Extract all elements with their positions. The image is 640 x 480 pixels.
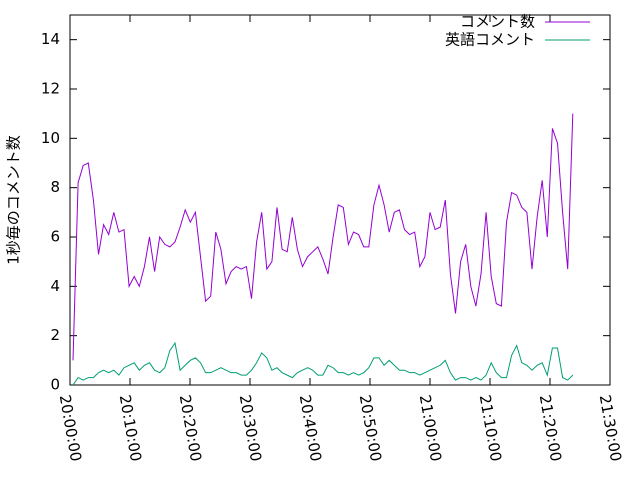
x-tick-label: 20:40:00 bbox=[296, 393, 325, 462]
y-tick-label: 6 bbox=[50, 228, 60, 246]
x-tick-label: 20:00:00 bbox=[56, 393, 85, 462]
x-tick-label: 20:50:00 bbox=[356, 393, 385, 462]
series-line bbox=[72, 341, 574, 386]
x-tick-label: 21:00:00 bbox=[416, 393, 445, 462]
x-tick-label: 21:30:00 bbox=[596, 393, 625, 462]
x-tick-label: 20:30:00 bbox=[236, 393, 265, 462]
y-tick-label: 12 bbox=[41, 80, 60, 98]
y-tick-label: 0 bbox=[50, 376, 60, 394]
y-tick-label: 8 bbox=[50, 178, 60, 196]
x-tick-label: 20:20:00 bbox=[176, 393, 205, 462]
plot-frame bbox=[69, 14, 611, 386]
legend-label: 英語コメント bbox=[445, 31, 535, 49]
x-tick-label: 20:10:00 bbox=[116, 393, 145, 462]
y-tick-label: 10 bbox=[41, 129, 60, 147]
y-tick-label: 4 bbox=[50, 277, 60, 295]
y-tick-label: 14 bbox=[41, 30, 60, 48]
y-tick-label: 2 bbox=[50, 326, 60, 344]
x-tick-label: 21:10:00 bbox=[476, 393, 505, 462]
series-line bbox=[72, 113, 574, 361]
x-tick-label: 21:20:00 bbox=[536, 393, 565, 462]
legend-label: コメント数 bbox=[460, 13, 535, 31]
y-axis-label: 1秒毎のコメント数 bbox=[5, 135, 23, 265]
